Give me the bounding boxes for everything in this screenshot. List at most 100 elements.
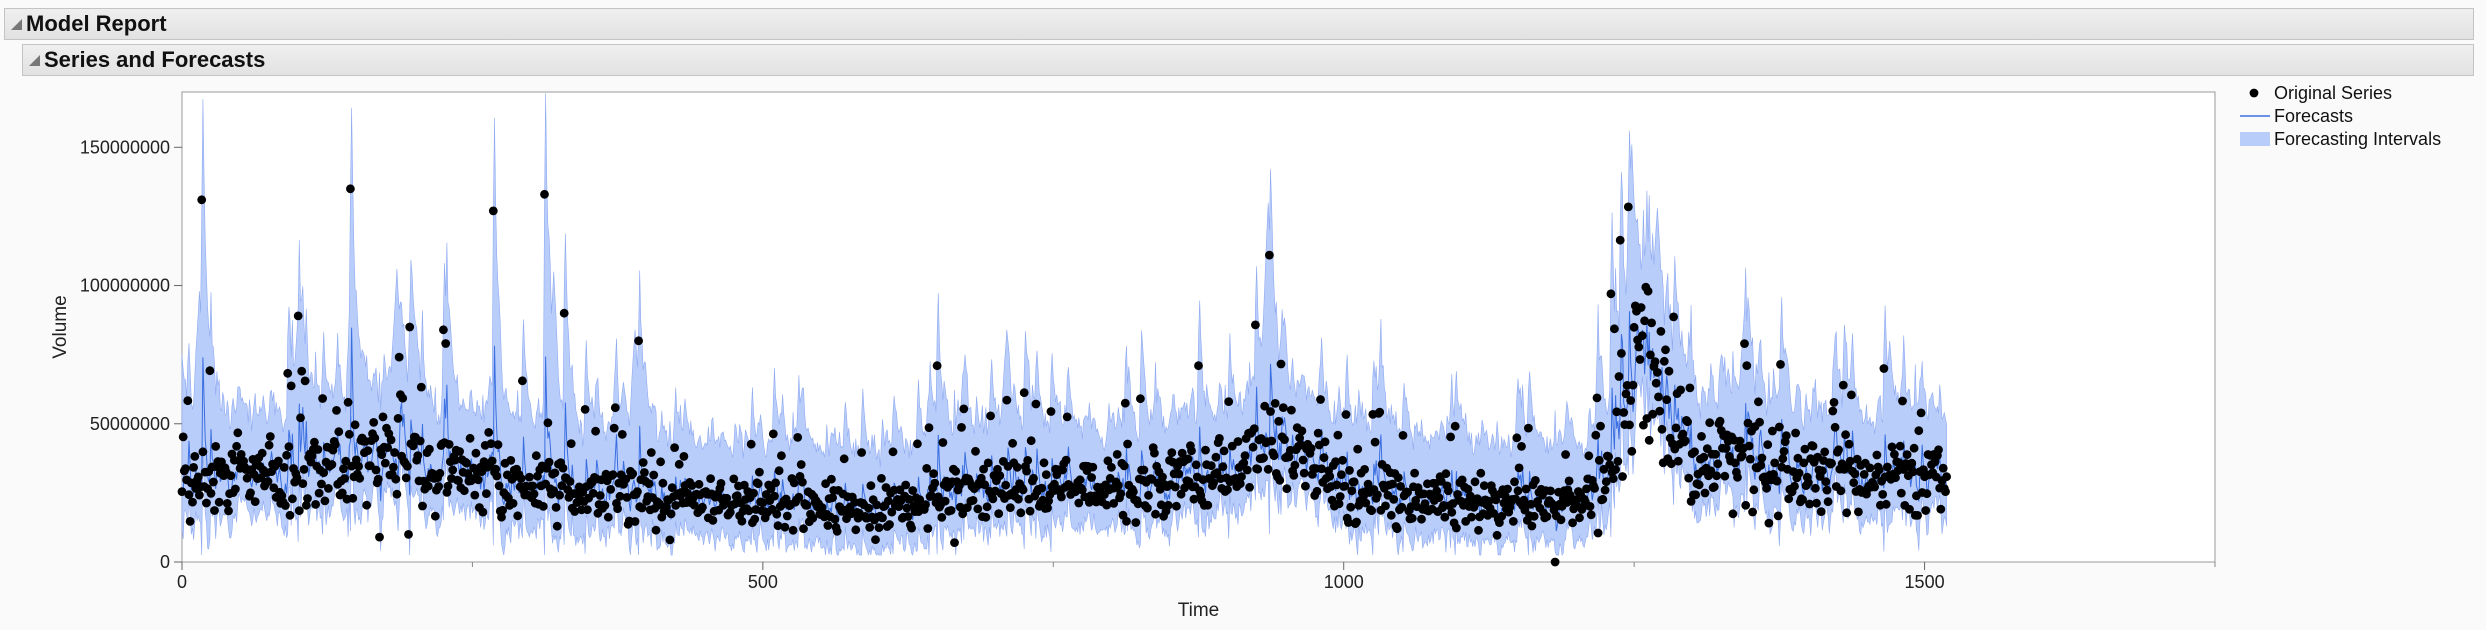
data-point <box>744 506 754 516</box>
data-point <box>418 501 427 511</box>
data-point <box>1133 499 1143 509</box>
data-point <box>1612 407 1622 417</box>
data-point <box>1297 426 1307 436</box>
data-point <box>1600 485 1610 495</box>
data-point <box>1287 405 1296 415</box>
data-point <box>1768 426 1777 436</box>
data-point <box>242 473 252 483</box>
data-point <box>1062 412 1072 422</box>
data-point <box>317 479 326 489</box>
data-point <box>1452 523 1461 533</box>
data-point <box>506 456 516 465</box>
data-point <box>1934 445 1943 455</box>
data-point <box>405 322 415 332</box>
data-point <box>1883 462 1892 472</box>
data-point <box>1842 508 1852 518</box>
data-point <box>297 366 307 376</box>
forecasting-intervals-band <box>181 93 1947 557</box>
data-point <box>1333 430 1343 440</box>
data-point <box>1811 483 1820 493</box>
data-point <box>190 452 200 461</box>
data-point <box>1338 455 1347 465</box>
disclosure-triangle-icon[interactable] <box>29 54 40 66</box>
data-point <box>310 437 319 447</box>
data-point <box>1269 451 1279 461</box>
data-point <box>301 500 311 510</box>
data-point <box>1625 420 1634 430</box>
data-point <box>646 448 656 457</box>
data-point <box>1373 490 1382 500</box>
data-point <box>494 481 504 491</box>
data-point <box>988 494 998 504</box>
data-point <box>1605 460 1615 470</box>
data-point <box>341 456 351 466</box>
series-forecasts-header[interactable]: Series and Forecasts <box>22 44 2474 76</box>
data-point <box>1914 426 1924 436</box>
data-point <box>1664 366 1674 376</box>
data-point <box>1174 469 1184 479</box>
data-point <box>1432 486 1442 496</box>
data-point <box>694 479 704 489</box>
data-point <box>337 488 347 498</box>
data-point <box>1497 511 1507 521</box>
data-point <box>980 480 990 490</box>
data-point <box>185 517 195 526</box>
data-point <box>1116 489 1126 499</box>
data-point <box>615 491 625 501</box>
data-point <box>282 450 291 460</box>
data-point <box>314 488 324 498</box>
data-point <box>802 500 812 510</box>
model-report-header[interactable]: Model Report <box>4 8 2474 40</box>
data-point <box>1654 392 1663 402</box>
data-point <box>570 507 580 516</box>
data-point <box>1136 394 1145 404</box>
data-point <box>450 455 460 465</box>
data-point <box>1657 424 1667 434</box>
data-point <box>962 503 972 512</box>
disclosure-triangle-icon[interactable] <box>11 18 22 30</box>
data-point <box>1474 525 1483 535</box>
data-point <box>1224 397 1234 406</box>
data-point <box>375 532 384 542</box>
data-point <box>1898 396 1907 406</box>
data-point <box>189 463 199 472</box>
data-point <box>344 429 354 439</box>
data-point <box>1209 478 1218 488</box>
data-point <box>656 457 665 467</box>
data-point <box>1037 483 1047 493</box>
data-point <box>1334 499 1344 509</box>
data-point <box>979 464 988 474</box>
data-point <box>1872 450 1882 460</box>
data-point <box>1614 372 1624 381</box>
data-point <box>827 474 836 484</box>
data-point <box>371 465 381 475</box>
data-point <box>1845 456 1855 466</box>
data-point <box>415 436 425 446</box>
data-point <box>1139 465 1149 475</box>
data-point <box>649 470 659 480</box>
data-point <box>391 474 401 484</box>
data-point <box>1621 389 1631 399</box>
data-point <box>1874 465 1884 475</box>
data-point <box>907 523 916 533</box>
data-point <box>799 524 808 534</box>
data-point <box>339 464 348 474</box>
data-point <box>1791 428 1800 438</box>
data-point <box>644 479 654 489</box>
data-point <box>348 493 358 503</box>
data-point <box>473 475 483 485</box>
data-point <box>1619 408 1629 417</box>
data-point <box>250 497 260 506</box>
data-point <box>1629 322 1639 332</box>
data-point <box>1921 506 1931 515</box>
data-point <box>178 432 188 442</box>
data-point <box>434 482 444 491</box>
data-point <box>299 465 309 474</box>
data-point <box>443 481 453 491</box>
data-point <box>1012 462 1022 472</box>
data-point <box>1870 482 1879 492</box>
data-point <box>725 507 735 517</box>
data-point <box>444 440 454 449</box>
data-point <box>1656 327 1666 336</box>
data-point <box>1340 481 1350 491</box>
